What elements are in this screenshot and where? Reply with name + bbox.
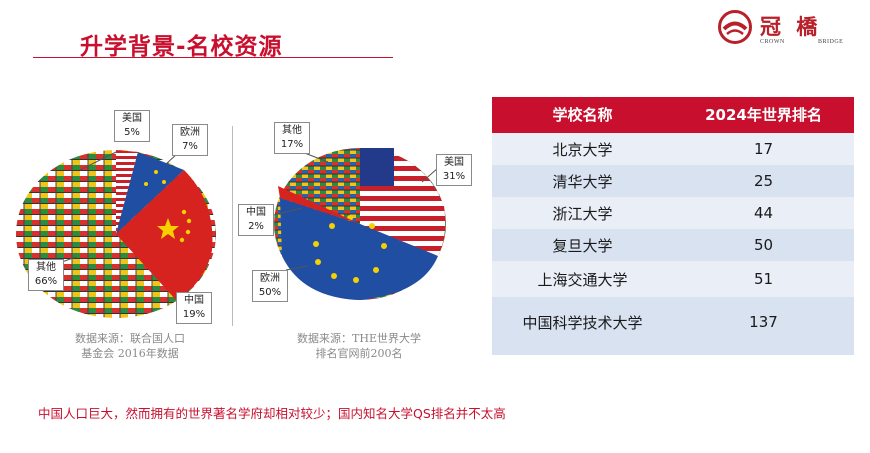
- cell-rank: 50: [753, 236, 774, 254]
- pie-slice-europe: [116, 152, 184, 234]
- pie-slice-usa: [116, 150, 138, 234]
- cell-rank: 137: [749, 313, 778, 331]
- callout-value: 2%: [248, 221, 264, 232]
- table-row: 北京大学 17: [492, 133, 854, 165]
- cell-school: 清华大学: [552, 172, 613, 191]
- cell-rank: 17: [753, 140, 774, 158]
- callout-china-universities: 中国 2%: [238, 204, 274, 236]
- cell-rank: 25: [753, 172, 774, 190]
- callout-label: 其他: [282, 125, 302, 136]
- university-pie-chart: [269, 146, 448, 302]
- header-school-name: 学校名称: [552, 106, 613, 124]
- callout-value: 66%: [34, 276, 58, 287]
- chart-divider: [232, 126, 233, 326]
- logo-english-right: BRIDGE: [818, 39, 844, 45]
- table-row: 复旦大学 50: [492, 229, 854, 261]
- source-line: 数据来源：联合国人口: [75, 332, 185, 345]
- callout-value: 19%: [182, 309, 206, 320]
- callout-other-population: 其他 66%: [28, 259, 64, 291]
- table-row: 上海交通大学 51: [492, 261, 854, 297]
- cell-school: 浙江大学: [552, 204, 613, 223]
- table-row: 浙江大学 44: [492, 197, 854, 229]
- pie-slice-europe: [280, 198, 438, 300]
- crown-bridge-logo-icon: [718, 10, 752, 44]
- source-line: 基金会 2016年数据: [81, 347, 179, 360]
- table-header: 学校名称 2024年世界排名: [492, 97, 854, 133]
- callout-label: 美国: [122, 113, 142, 124]
- cell-rank: 44: [753, 204, 774, 222]
- callout-china-population: 中国 19%: [176, 292, 212, 324]
- callout-europe-population: 欧洲 7%: [172, 124, 208, 156]
- callout-usa-population: 美国 5%: [114, 110, 150, 142]
- callout-value: 31%: [442, 171, 466, 182]
- pie-slice-china: [278, 186, 360, 224]
- callout-label: 中国: [184, 295, 204, 306]
- callout-value: 17%: [280, 139, 304, 150]
- callout-value: 5%: [124, 127, 140, 138]
- title-underline: [33, 57, 393, 58]
- logo-chinese-text: 冠 橋: [760, 14, 822, 39]
- table-row: 清华大学 25: [492, 165, 854, 197]
- slide-footnote: 中国人口巨大，然而拥有的世界著名学府却相对较少；国内知名大学QS排名并不太高: [38, 406, 506, 421]
- table-row: 中国科学技术大学 137: [492, 297, 854, 347]
- population-pie-chart: [16, 132, 216, 332]
- callout-label: 中国: [246, 207, 266, 218]
- callout-other-universities: 其他 17%: [274, 122, 310, 154]
- source-line: 数据来源：THE世界大学: [297, 332, 421, 345]
- callout-label: 其他: [36, 262, 56, 273]
- callout-label: 欧洲: [260, 273, 280, 284]
- cell-school: 复旦大学: [552, 236, 613, 255]
- cell-school: 中国科学技术大学: [522, 313, 643, 332]
- university-ranking-table: 学校名称 2024年世界排名 北京大学 17 清华大学 25 浙江大学 44 复…: [492, 97, 854, 355]
- logo-english-left: CROWN: [760, 39, 785, 45]
- callout-label: 美国: [444, 157, 464, 168]
- callout-value: 7%: [182, 141, 198, 152]
- cell-school: 北京大学: [552, 140, 613, 159]
- cell-rank: 51: [753, 270, 774, 288]
- callout-usa-universities: 美国 31%: [436, 154, 472, 186]
- source-line: 排名官网前200名: [315, 347, 403, 360]
- slide-title: 升学背景-名校资源: [80, 34, 283, 60]
- university-source: 数据来源：THE世界大学 排名官网前200名: [274, 331, 444, 361]
- callout-label: 欧洲: [180, 127, 200, 138]
- cell-school: 上海交通大学: [537, 270, 628, 289]
- header-world-rank: 2024年世界排名: [705, 106, 822, 124]
- company-logo: 冠 橋 CROWN BRIDGE: [718, 8, 858, 48]
- callout-value: 50%: [258, 287, 282, 298]
- population-source: 数据来源：联合国人口 基金会 2016年数据: [40, 331, 220, 361]
- callout-europe-universities: 欧洲 50%: [252, 270, 288, 302]
